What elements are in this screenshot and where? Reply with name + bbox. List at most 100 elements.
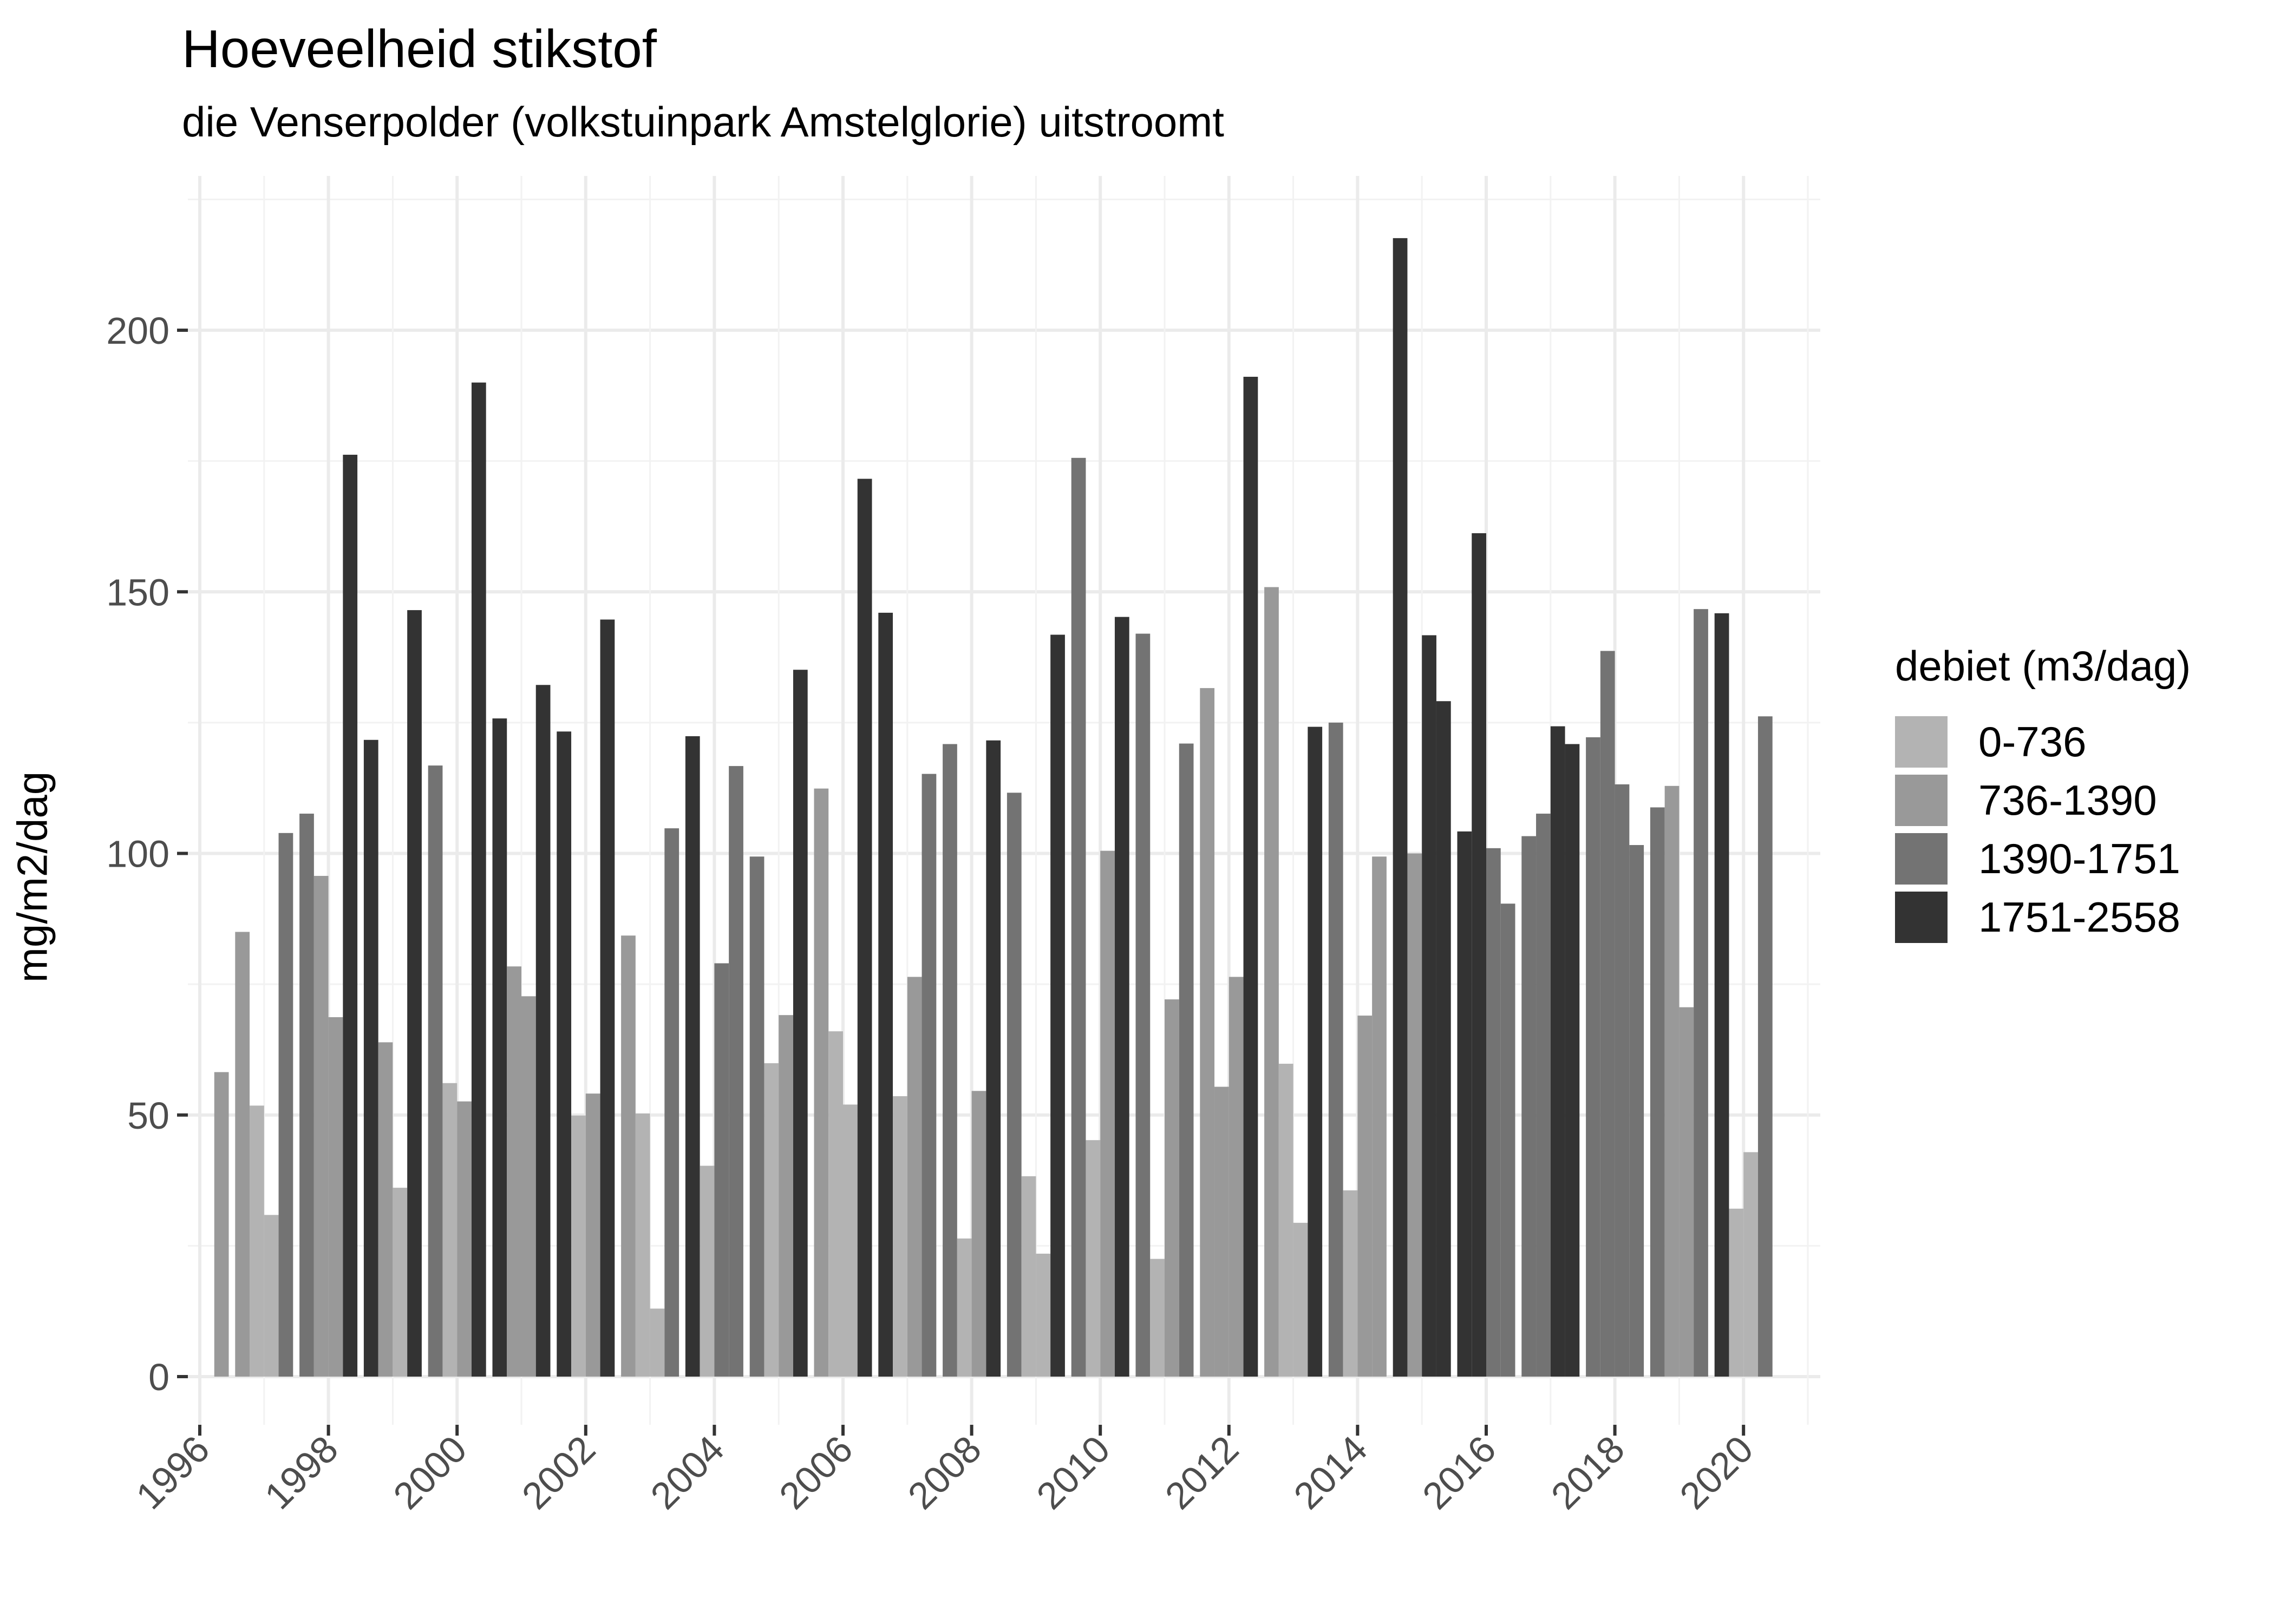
- x-tick-label: 2006: [771, 1427, 860, 1517]
- bar: [1372, 856, 1387, 1377]
- bar: [250, 1105, 264, 1377]
- legend: debiet (m3/dag) 0-736 736-1390 1390-1751…: [1895, 641, 2191, 946]
- y-tick-label: 150: [106, 571, 169, 613]
- bar: [878, 612, 893, 1377]
- legend-label: 0-736: [1978, 717, 2087, 765]
- bar: [1100, 850, 1115, 1377]
- x-tick-label: 2014: [1286, 1427, 1375, 1517]
- y-tick-label: 0: [148, 1356, 169, 1398]
- x-tick-label: 2018: [1543, 1427, 1632, 1517]
- bar-series: [214, 238, 1773, 1377]
- bar: [492, 718, 507, 1377]
- bar: [507, 966, 521, 1377]
- legend-item-0-736: 0-736: [1895, 712, 2191, 771]
- legend-swatch-icon: [1895, 833, 1948, 885]
- bar: [1343, 1190, 1358, 1377]
- bar: [264, 1215, 279, 1377]
- bar: [363, 739, 378, 1377]
- bar: [971, 1091, 986, 1377]
- legend-swatch-icon: [1895, 716, 1948, 768]
- bar: [1457, 831, 1472, 1377]
- bar: [1200, 688, 1215, 1377]
- bar: [299, 814, 314, 1377]
- x-tick-label: 2008: [900, 1427, 989, 1517]
- bar: [1436, 701, 1451, 1377]
- bar: [1071, 457, 1086, 1377]
- x-tick-label: 1998: [257, 1427, 346, 1517]
- x-tick-label: 2002: [514, 1427, 603, 1517]
- bar: [535, 685, 551, 1377]
- bar: [621, 935, 636, 1377]
- bar: [1586, 737, 1600, 1377]
- y-axis: 0 50 100 150 200: [106, 310, 188, 1398]
- bar: [407, 610, 422, 1377]
- bar: [714, 963, 729, 1377]
- bar: [1650, 807, 1665, 1377]
- bar: [1179, 743, 1194, 1377]
- bar: [1050, 634, 1065, 1377]
- legend-swatch-icon: [1895, 891, 1948, 943]
- bar: [814, 788, 829, 1377]
- bar: [843, 1104, 858, 1377]
- bar: [957, 1238, 972, 1377]
- bar: [779, 1015, 793, 1377]
- chart-subtitle: die Venserpolder (volkstuinpark Amstelgl…: [182, 98, 1224, 146]
- legend-label: 736-1390: [1978, 776, 2157, 824]
- bar: [764, 1063, 779, 1377]
- bar: [635, 1113, 650, 1377]
- bar: [1007, 793, 1022, 1377]
- legend-item-1751-2558: 1751-2558: [1895, 888, 2191, 946]
- bar: [685, 736, 700, 1377]
- legend-label: 1751-2558: [1978, 893, 2181, 941]
- x-tick-label: 2004: [643, 1427, 732, 1517]
- bar: [922, 774, 937, 1377]
- bar: [1600, 651, 1615, 1377]
- bar: [857, 479, 872, 1377]
- bar: [943, 744, 957, 1377]
- bar: [1278, 1064, 1293, 1377]
- bar: [343, 455, 358, 1377]
- bar: [378, 1042, 393, 1377]
- x-tick-label: 2020: [1672, 1427, 1761, 1517]
- bar: [907, 977, 922, 1377]
- bar: [1308, 726, 1323, 1377]
- bar: [313, 876, 329, 1377]
- bar: [793, 670, 808, 1377]
- legend-item-1390-1751: 1390-1751: [1895, 829, 2191, 888]
- bar: [650, 1308, 665, 1377]
- bar: [729, 766, 743, 1377]
- bar: [471, 382, 486, 1377]
- y-tick-label: 100: [106, 833, 169, 875]
- x-tick-label: 2010: [1029, 1427, 1118, 1517]
- bar: [1536, 814, 1551, 1377]
- y-tick-label: 200: [106, 310, 169, 352]
- bar: [664, 828, 679, 1377]
- legend-swatch-icon: [1895, 774, 1948, 826]
- bar: [457, 1101, 472, 1377]
- bar: [1615, 784, 1630, 1377]
- bar: [1150, 1259, 1165, 1377]
- bar: [1472, 533, 1486, 1377]
- legend-title: debiet (m3/dag): [1895, 642, 2191, 690]
- bar: [986, 740, 1001, 1377]
- bar: [1135, 633, 1151, 1377]
- bar: [1757, 716, 1773, 1377]
- bar: [828, 1031, 843, 1377]
- bar: [521, 996, 536, 1377]
- bar: [1229, 977, 1244, 1377]
- bar: [1086, 1140, 1101, 1377]
- bar: [1328, 722, 1343, 1377]
- bar: [1214, 1086, 1229, 1377]
- x-tick-label: 1996: [128, 1427, 217, 1517]
- bar: [1165, 999, 1179, 1377]
- x-tick-label: 2000: [385, 1427, 475, 1517]
- bar: [278, 833, 293, 1377]
- bar: [442, 1083, 458, 1377]
- bar: [1550, 726, 1565, 1377]
- bar: [1743, 1152, 1758, 1377]
- bar: [1486, 848, 1501, 1377]
- bar: [700, 1165, 715, 1377]
- bar: [1679, 1007, 1694, 1377]
- bar: [1565, 744, 1580, 1377]
